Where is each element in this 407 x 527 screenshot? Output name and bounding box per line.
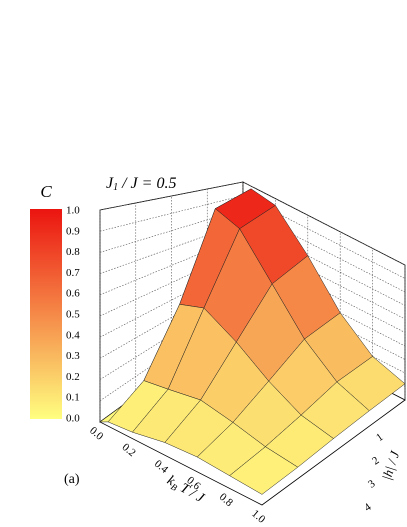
z-grid-line [99,208,406,293]
y-tick-label: 3 [366,478,378,491]
x-tick-label: 0.4 [152,458,171,476]
y-tick-label: 1 [374,431,385,444]
colorbar-tick-label: 0.4 [66,329,80,341]
x-label-sub: B [169,481,179,493]
colorbar [30,209,62,419]
colorbar-tick-label: 0.5 [66,309,80,321]
x-tick-label: 0.0 [87,425,106,443]
title-rest: / J = 0.5 [118,175,176,192]
z-grid-line [99,222,406,306]
chart-title: J1 / J = 0.5 [106,175,176,194]
z-grid-line [99,181,406,266]
y-tick-label: 4 [362,501,374,514]
title-main: J [106,175,114,192]
x-tick-label: 0.2 [120,441,138,459]
colorbar-tick-label: 0.7 [66,267,80,279]
z-grid-line [99,249,406,333]
x-axis-label: kB T / J [164,473,207,507]
colorbar-title: C [40,182,52,201]
y-tick-label: 2 [370,454,381,467]
panel-label: (a) [64,472,80,487]
colorbar-tick-label: 0.3 [66,350,80,362]
colorbar-tick-label: 0.6 [66,288,80,300]
colorbar-tick-label: 0.2 [66,371,80,383]
z-grid-line [99,235,406,320]
colorbar-tick-label: 0.9 [66,225,80,237]
surface-patch [229,446,299,495]
title-sub: 1 [113,182,118,193]
y-axis-label: |h| / J [379,448,403,482]
x-tick-label: 0.8 [217,491,236,509]
colorbar-tick-label: 0.8 [66,246,80,258]
colorbar-tick-label: 1.0 [66,205,80,217]
colorbar-tick-label: 0.0 [66,413,80,425]
x-tick-label: 1.0 [249,508,268,526]
z-grid-line [99,262,406,347]
colorbar-tick-label: 0.1 [66,392,80,404]
